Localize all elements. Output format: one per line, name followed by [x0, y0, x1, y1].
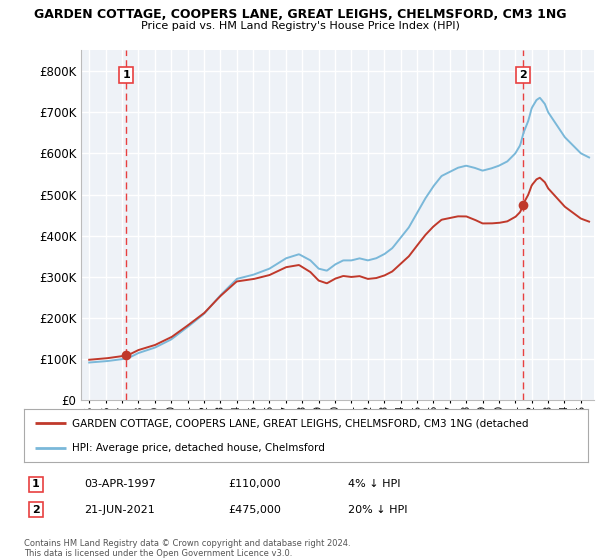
Text: GARDEN COTTAGE, COOPERS LANE, GREAT LEIGHS, CHELMSFORD, CM3 1NG: GARDEN COTTAGE, COOPERS LANE, GREAT LEIG… [34, 8, 566, 21]
Text: HPI: Average price, detached house, Chelmsford: HPI: Average price, detached house, Chel… [72, 442, 325, 452]
Text: 03-APR-1997: 03-APR-1997 [84, 479, 156, 489]
Text: 21-JUN-2021: 21-JUN-2021 [84, 505, 155, 515]
Text: 2: 2 [519, 70, 527, 80]
Text: £110,000: £110,000 [228, 479, 281, 489]
Text: 2: 2 [32, 505, 40, 515]
Text: 1: 1 [122, 70, 130, 80]
Text: 20% ↓ HPI: 20% ↓ HPI [348, 505, 407, 515]
Text: Contains HM Land Registry data © Crown copyright and database right 2024.
This d: Contains HM Land Registry data © Crown c… [24, 539, 350, 558]
Text: 1: 1 [32, 479, 40, 489]
Text: Price paid vs. HM Land Registry's House Price Index (HPI): Price paid vs. HM Land Registry's House … [140, 21, 460, 31]
Text: £475,000: £475,000 [228, 505, 281, 515]
Text: GARDEN COTTAGE, COOPERS LANE, GREAT LEIGHS, CHELMSFORD, CM3 1NG (detached: GARDEN COTTAGE, COOPERS LANE, GREAT LEIG… [72, 418, 529, 428]
Text: 4% ↓ HPI: 4% ↓ HPI [348, 479, 401, 489]
